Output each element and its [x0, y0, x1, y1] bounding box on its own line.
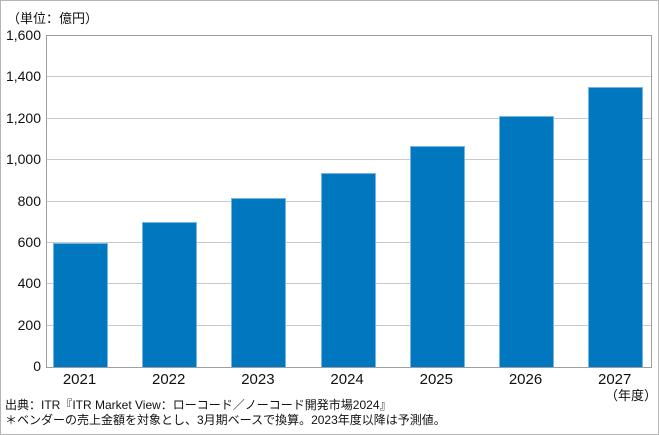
- x-tick-2024: 2024: [330, 371, 364, 388]
- bar-2027: [588, 87, 644, 367]
- gridline-1000: [47, 159, 651, 161]
- x-tick-2026: 2026: [508, 371, 543, 388]
- y-tick-1600: 1,600: [5, 27, 41, 43]
- bar-2026: [499, 116, 554, 367]
- x-axis-unit-label: （年度）: [604, 388, 657, 403]
- bar-2024: [320, 173, 376, 367]
- x-tick-2023: 2023: [241, 371, 275, 388]
- plot-area: [46, 35, 652, 368]
- bar-2025: [409, 146, 465, 367]
- y-tick-200: 200: [17, 316, 41, 333]
- y-axis-unit-label: （単位：億円）: [7, 11, 99, 26]
- x-tick-2027: 2027: [598, 371, 632, 388]
- bar-2023: [231, 198, 287, 367]
- source-text: 出典：ITR『ITR Market View：ローコード／ノーコード開発市場20…: [5, 398, 392, 412]
- x-tick-2022: 2022: [152, 371, 186, 388]
- gridline-1200: [47, 117, 651, 119]
- y-tick-0: 0: [33, 358, 41, 374]
- bar-2021: [53, 243, 108, 367]
- y-tick-1400: 1,400: [5, 68, 41, 85]
- x-tick-2025: 2025: [419, 371, 453, 388]
- x-tick-2021: 2021: [62, 371, 97, 388]
- y-tick-1000: 1,000: [5, 151, 41, 168]
- footnote: 出典：ITR『ITR Market View：ローコード／ノーコード開発市場20…: [5, 398, 446, 428]
- y-tick-600: 600: [17, 233, 41, 250]
- y-tick-400: 400: [17, 275, 41, 292]
- bar-2022: [142, 222, 198, 367]
- note-text: ＊ベンダーの売上金額を対象とし、3月期ベースで換算。2023年度以降は予測値。: [5, 413, 446, 427]
- gridline-1400: [47, 76, 651, 78]
- y-tick-1200: 1,200: [5, 109, 41, 126]
- y-tick-800: 800: [17, 192, 41, 209]
